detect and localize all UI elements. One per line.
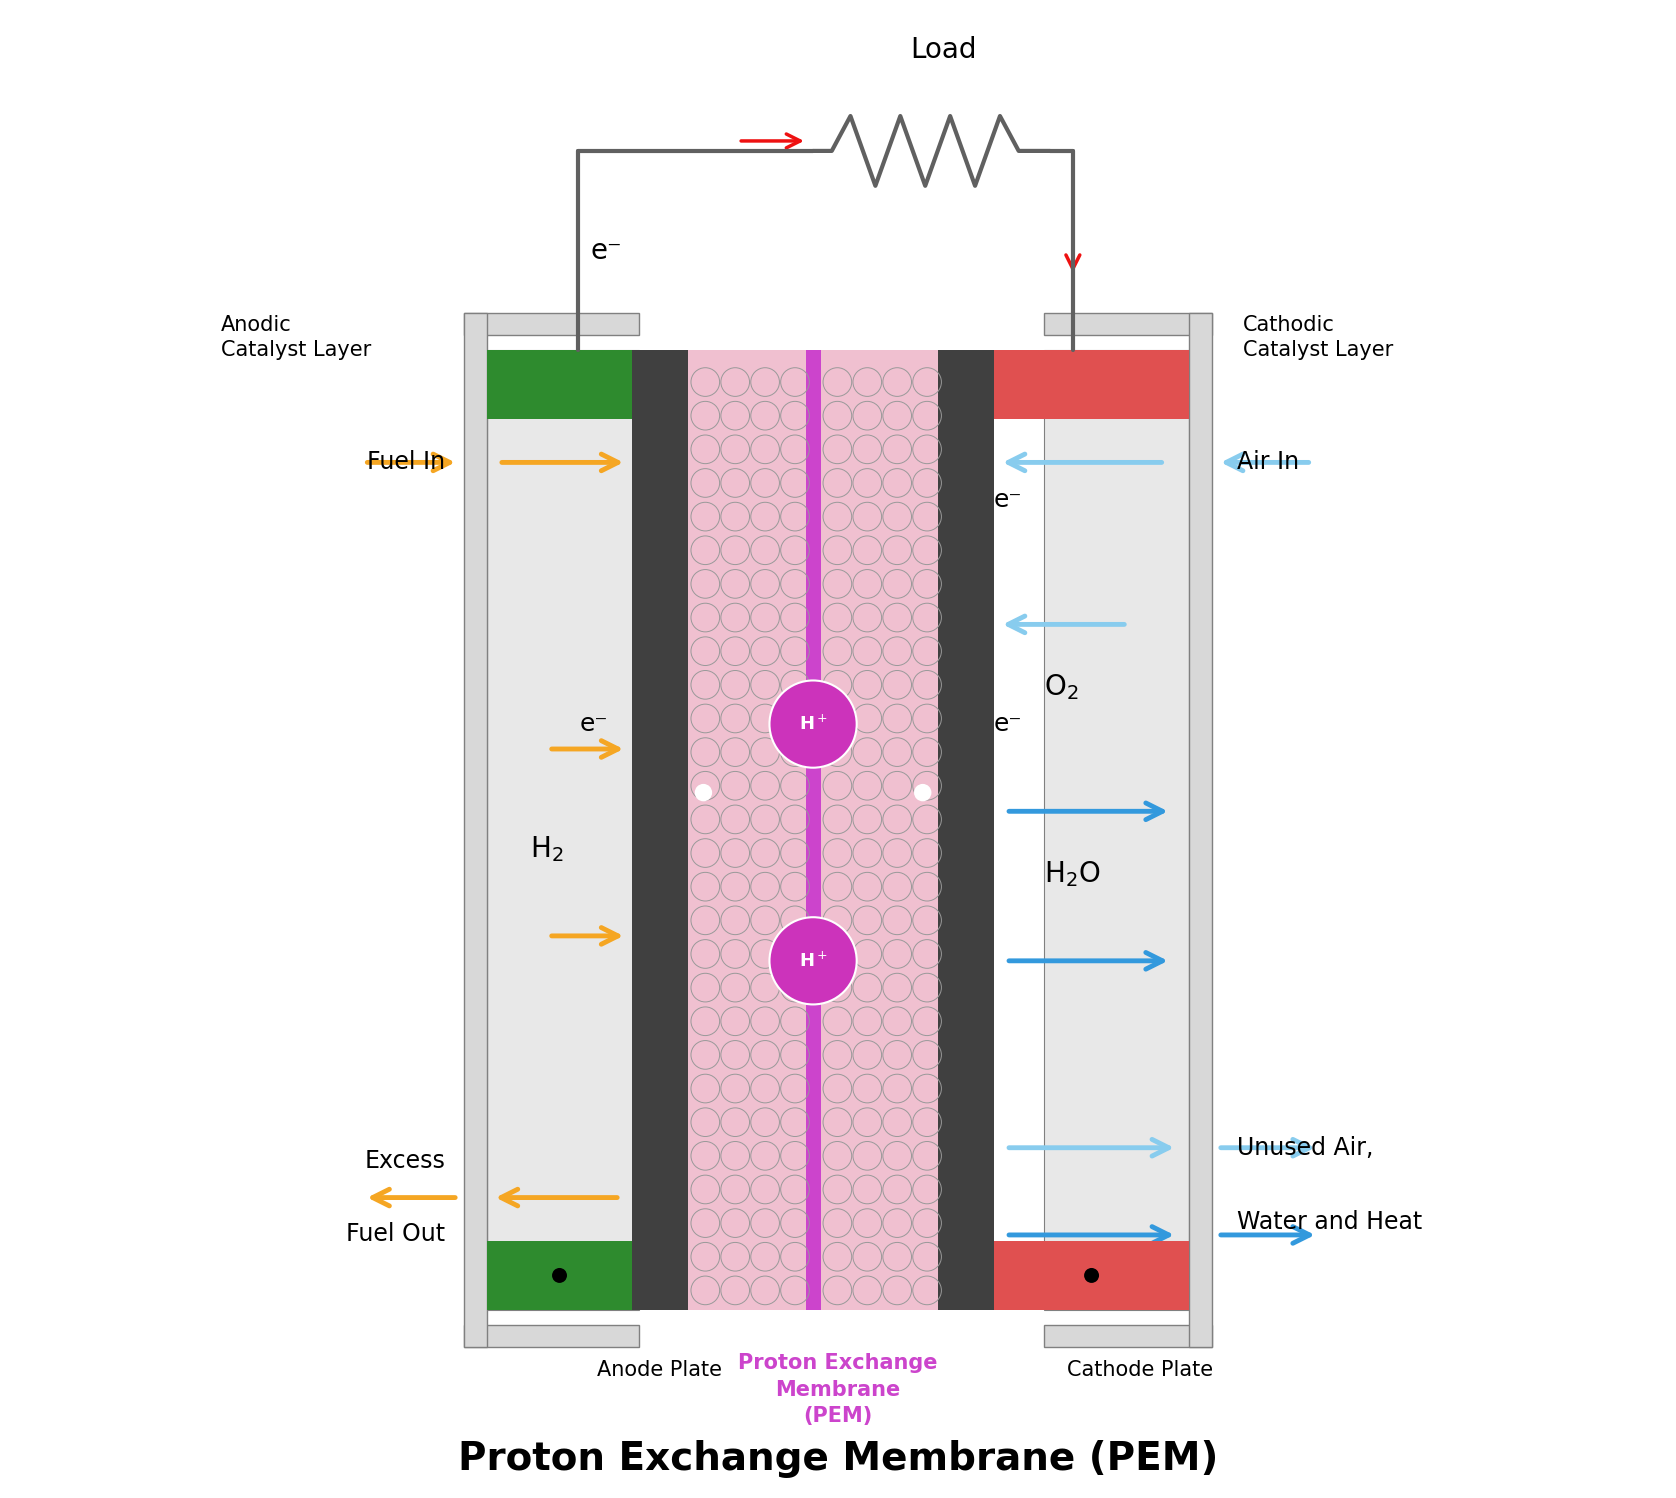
Text: H$^+$: H$^+$ <box>798 951 828 971</box>
Text: H$_2$: H$_2$ <box>530 834 563 863</box>
Text: Cathodic
Catalyst Layer: Cathodic Catalyst Layer <box>1244 316 1393 360</box>
Circle shape <box>913 783 932 801</box>
Text: Anode Plate: Anode Plate <box>597 1360 722 1380</box>
Text: Anodic
Catalyst Layer: Anodic Catalyst Layer <box>221 316 372 360</box>
Text: Proton Exchange Membrane (PEM): Proton Exchange Membrane (PEM) <box>458 1440 1218 1479</box>
Text: Air In: Air In <box>1237 451 1299 475</box>
Bar <box>962 351 994 1309</box>
Bar <box>486 351 632 419</box>
Bar <box>664 351 689 1309</box>
Circle shape <box>696 783 712 801</box>
Text: Cathode Plate: Cathode Plate <box>1066 1360 1213 1380</box>
Bar <box>486 351 639 1309</box>
Circle shape <box>551 1267 566 1282</box>
Bar <box>464 313 486 1347</box>
Text: Load: Load <box>910 36 977 64</box>
Text: e⁻: e⁻ <box>994 488 1022 512</box>
Bar <box>994 351 1190 419</box>
Text: e⁻: e⁻ <box>994 712 1022 736</box>
Bar <box>464 1324 639 1347</box>
Circle shape <box>1084 1267 1099 1282</box>
Bar <box>486 1242 632 1309</box>
Bar <box>689 351 937 1309</box>
Bar <box>1044 351 1190 1309</box>
Text: Fuel In: Fuel In <box>367 451 446 475</box>
Text: e⁻: e⁻ <box>590 237 622 265</box>
Bar <box>937 351 962 1309</box>
Text: Excess: Excess <box>365 1149 446 1173</box>
Bar <box>464 313 639 336</box>
Text: e⁻: e⁻ <box>580 712 608 736</box>
Text: Fuel Out: Fuel Out <box>347 1222 446 1246</box>
Bar <box>1044 1324 1212 1347</box>
Bar <box>994 1242 1190 1309</box>
Circle shape <box>769 680 856 767</box>
Text: Proton Exchange
Membrane
(PEM): Proton Exchange Membrane (PEM) <box>737 1353 939 1426</box>
Circle shape <box>769 917 856 1005</box>
Text: Water and Heat: Water and Heat <box>1237 1210 1421 1234</box>
Bar <box>1044 313 1212 336</box>
Text: Unused Air,: Unused Air, <box>1237 1135 1373 1159</box>
Text: O$_2$: O$_2$ <box>1044 671 1078 701</box>
Bar <box>632 351 664 1309</box>
Text: H$_2$O: H$_2$O <box>1044 858 1099 888</box>
Text: H$^+$: H$^+$ <box>798 715 828 734</box>
Bar <box>806 351 821 1309</box>
Bar <box>1190 313 1212 1347</box>
